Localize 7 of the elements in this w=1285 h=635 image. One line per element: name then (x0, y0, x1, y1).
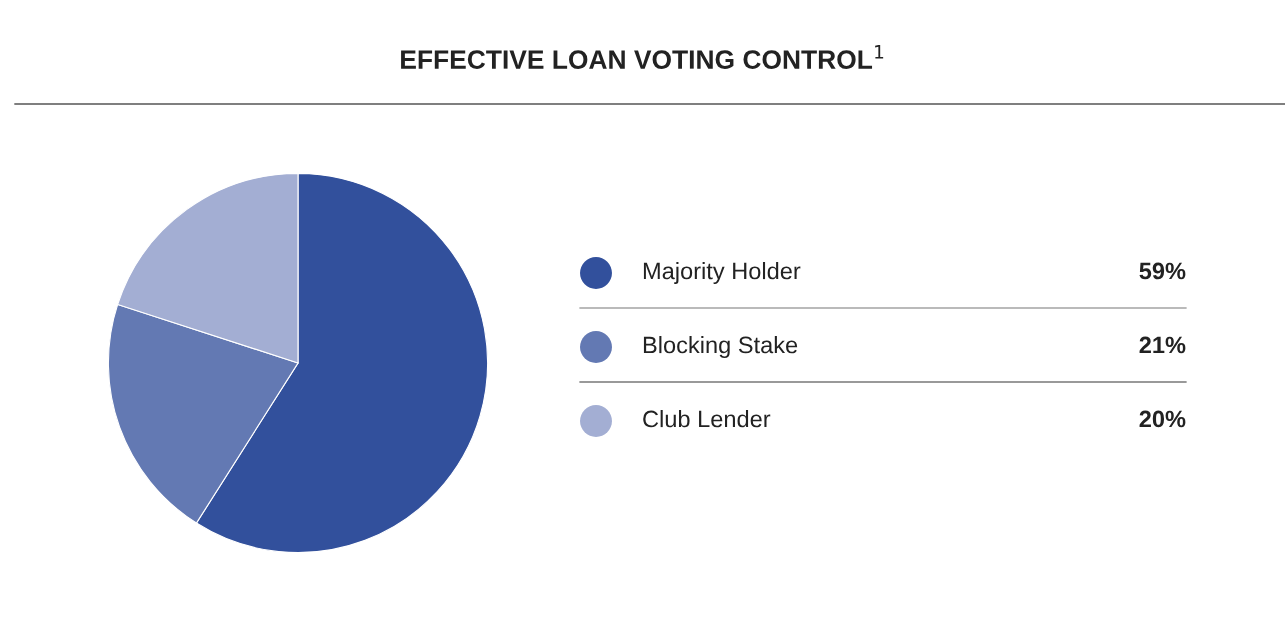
data-label: 21% (1139, 336, 1186, 354)
chart-title: EFFECTIVE LOAN VOTING CONTROL$^{1}$ (401, 45, 884, 69)
legend-label: Blocking Stake (643, 335, 798, 359)
legend-label: Majority Holder (643, 262, 801, 284)
data-label: 59% (1139, 262, 1186, 280)
data-label: 20% (1139, 410, 1186, 428)
legend-label: Club Lender (643, 409, 771, 428)
